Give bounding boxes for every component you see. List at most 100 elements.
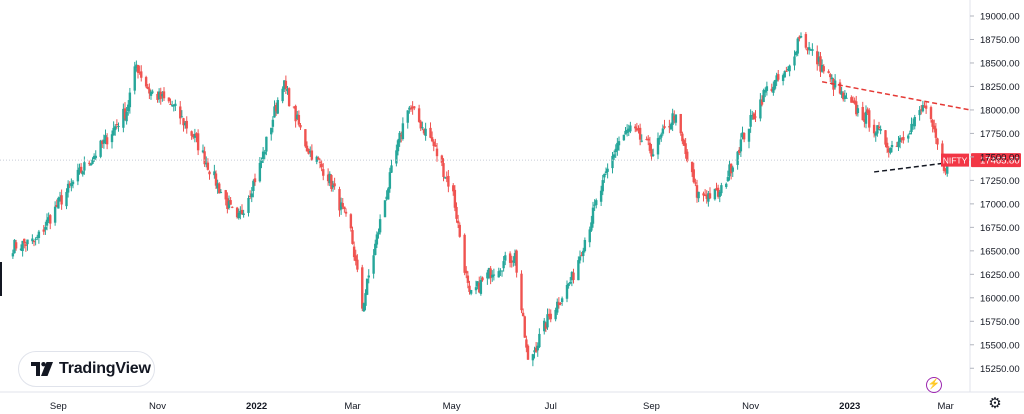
candle-body bbox=[830, 77, 834, 80]
candle-body bbox=[879, 128, 882, 131]
candle-body bbox=[231, 206, 234, 208]
last-price-label: 17465.80 bbox=[980, 156, 1020, 167]
candle-body bbox=[560, 298, 564, 303]
candle-body bbox=[351, 230, 354, 244]
candle-body bbox=[372, 255, 375, 274]
tradingview-logo[interactable]: TradingView bbox=[18, 351, 155, 387]
candle-body bbox=[492, 274, 496, 276]
y-tick-label: 18750.00 bbox=[980, 35, 1020, 46]
candle-body bbox=[523, 316, 526, 338]
candle-body bbox=[37, 231, 41, 238]
candle-body bbox=[525, 339, 528, 348]
candle-body bbox=[705, 194, 708, 199]
candle-body bbox=[702, 193, 705, 196]
candle-body bbox=[599, 190, 603, 202]
candle-body bbox=[365, 278, 369, 295]
candle-body bbox=[720, 185, 723, 194]
candle-body bbox=[556, 301, 559, 313]
candle-body bbox=[526, 345, 530, 360]
candle-body bbox=[651, 154, 655, 156]
candle-body bbox=[356, 259, 359, 270]
candle-body bbox=[718, 191, 721, 197]
candle-body bbox=[650, 149, 653, 157]
candle-body bbox=[781, 75, 785, 82]
candle-body bbox=[478, 282, 481, 293]
candle-body bbox=[442, 163, 445, 178]
candle-body bbox=[156, 93, 159, 100]
candle-body bbox=[242, 213, 245, 215]
candle-body bbox=[458, 224, 461, 237]
candle-body bbox=[731, 167, 734, 172]
candle-body bbox=[57, 197, 60, 209]
candle-body bbox=[508, 253, 512, 263]
candle-body bbox=[931, 120, 934, 127]
candle-body bbox=[591, 207, 595, 224]
candle-body bbox=[487, 268, 491, 274]
y-tick-label: 18000.00 bbox=[980, 105, 1020, 116]
candle-body bbox=[125, 111, 128, 122]
candle-body bbox=[305, 145, 309, 152]
candle-body bbox=[19, 248, 23, 251]
candle-body bbox=[936, 138, 939, 145]
candle-body bbox=[237, 212, 240, 219]
candle-body bbox=[396, 140, 400, 152]
x-tick-label: 2023 bbox=[839, 401, 860, 412]
candle-body bbox=[601, 180, 604, 192]
candle-body bbox=[796, 38, 799, 54]
candle-body bbox=[317, 157, 320, 160]
candle-body bbox=[638, 127, 642, 140]
candle-body bbox=[833, 80, 837, 88]
candle-body bbox=[252, 180, 255, 191]
candle-body bbox=[44, 227, 47, 230]
candle-body bbox=[105, 137, 109, 145]
candle-body bbox=[169, 103, 172, 105]
candle-body bbox=[401, 123, 405, 140]
candle-body bbox=[349, 214, 353, 229]
candle-body bbox=[673, 115, 676, 121]
gear-icon[interactable]: ⚙ bbox=[988, 395, 1002, 412]
candle-body bbox=[263, 151, 266, 155]
candle-body bbox=[23, 238, 26, 244]
candle-body bbox=[853, 100, 856, 104]
candle-body bbox=[686, 151, 689, 162]
trendline bbox=[821, 81, 971, 111]
candle-body bbox=[544, 323, 548, 329]
candle-body bbox=[400, 135, 403, 137]
candle-body bbox=[206, 162, 210, 170]
candle-body bbox=[94, 155, 97, 159]
last-price-layer: NIFTY 17465.80 bbox=[0, 153, 1021, 168]
candle-body bbox=[239, 210, 242, 215]
candle-body bbox=[590, 222, 593, 231]
y-tick-label: 16750.00 bbox=[980, 223, 1020, 234]
candle-body bbox=[793, 56, 796, 66]
candle-body bbox=[253, 178, 257, 183]
x-tick-label: Mar bbox=[937, 401, 953, 412]
candle-body bbox=[339, 202, 343, 210]
candle-body bbox=[21, 240, 24, 252]
last-price-tag bbox=[971, 153, 1021, 168]
logo-text: TradingView bbox=[59, 360, 151, 377]
candle-body bbox=[104, 135, 107, 140]
candle-body bbox=[413, 106, 416, 109]
candle-body bbox=[58, 197, 62, 199]
candle-body bbox=[201, 150, 205, 153]
x-tick-label: Nov bbox=[742, 401, 759, 412]
candle-body bbox=[866, 109, 869, 113]
candle-body bbox=[499, 270, 502, 272]
lightning-icon[interactable]: ⚡ bbox=[926, 377, 942, 393]
candle-body bbox=[447, 175, 450, 187]
candle-body bbox=[226, 198, 229, 209]
candle-body bbox=[14, 242, 18, 249]
candle-body bbox=[76, 169, 80, 182]
x-tick-label: Nov bbox=[149, 401, 166, 412]
candle-body bbox=[845, 97, 848, 99]
candle-body bbox=[660, 134, 663, 138]
candle-body bbox=[736, 151, 739, 165]
candle-body bbox=[408, 107, 411, 110]
candle-body bbox=[71, 181, 75, 185]
candle-body bbox=[424, 128, 427, 136]
candle-body bbox=[703, 194, 707, 196]
candle-body bbox=[265, 136, 268, 152]
candle-body bbox=[716, 187, 720, 197]
